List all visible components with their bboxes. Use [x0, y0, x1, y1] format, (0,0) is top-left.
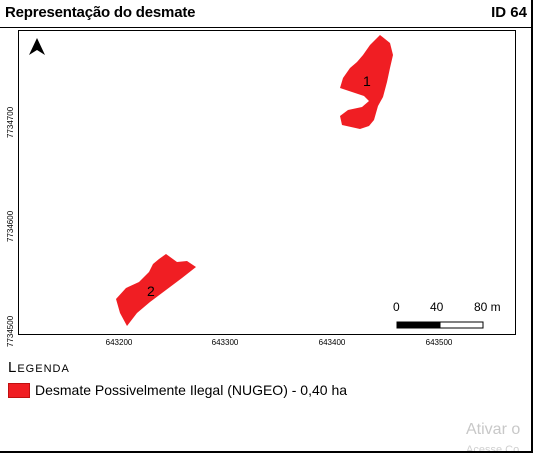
activation-watermark-sub: Acesse Co: [466, 444, 520, 456]
scale-label-80: 80 m: [474, 300, 501, 314]
legend-title: Legenda: [8, 359, 70, 376]
y-label-7734500: 7734500: [6, 315, 15, 347]
legend-item: Desmate Possivelmente Ilegal (NUGEO) - 0…: [8, 382, 347, 398]
bottom-border: [0, 451, 533, 453]
legend-label: Desmate Possivelmente Ilegal (NUGEO) - 0…: [35, 382, 348, 398]
deforestation-polygon-2: [116, 254, 196, 326]
y-label-7734700: 7734700: [6, 106, 15, 138]
right-border: [531, 0, 533, 453]
map-frame: [18, 30, 516, 335]
x-label-643200: 643200: [105, 338, 133, 347]
activation-watermark: Ativar o: [466, 421, 521, 438]
scale-bar: [396, 321, 484, 329]
map-title: Representação do desmate: [5, 4, 196, 21]
scale-label-40: 40: [430, 300, 444, 314]
polygon-label-2: 2: [147, 283, 155, 299]
north-arrow-icon: [29, 38, 45, 55]
x-label-643300: 643300: [211, 338, 239, 347]
y-label-7734600: 7734600: [6, 210, 15, 242]
x-label-643400: 643400: [318, 338, 346, 347]
map-id: ID 64: [491, 4, 527, 21]
scale-label-0: 0: [393, 300, 400, 314]
legend-swatch: [8, 382, 30, 398]
header-bar: Representação do desmate ID 64: [0, 0, 533, 28]
deforestation-polygon-1: [340, 35, 393, 129]
polygon-label-1: 1: [363, 73, 371, 89]
x-label-643500: 643500: [425, 338, 453, 347]
